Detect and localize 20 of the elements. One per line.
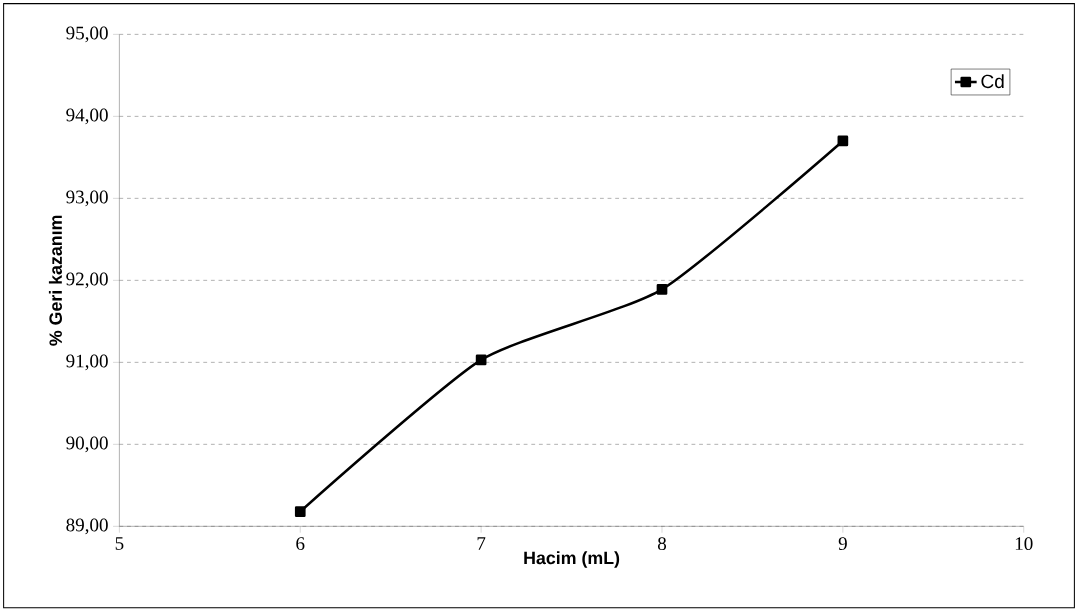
y-tick-label: 91,00 <box>66 354 108 370</box>
point <box>656 283 668 295</box>
x-tick-label: 7 <box>477 537 486 550</box>
point <box>837 135 849 147</box>
x-tick-label: 5 <box>115 537 124 550</box>
y-tick-label: 89,00 <box>66 518 108 534</box>
y-tick-label: 93,00 <box>66 190 108 206</box>
x-axis-title: Hacim (mL) <box>524 550 620 568</box>
y-tick-label: 95,00 <box>66 26 108 42</box>
y-tick-label: 90,00 <box>66 436 108 452</box>
y-axis-title: % Geri kazanım <box>48 215 62 346</box>
x-tick-label: 9 <box>838 537 847 550</box>
point <box>475 354 487 366</box>
x-tick-label: 8 <box>657 537 667 550</box>
point <box>294 506 306 517</box>
y-tick-label: 92,00 <box>66 272 108 288</box>
y-tick-label: 94,00 <box>66 108 108 124</box>
legend-label: Cd <box>981 73 1004 88</box>
x-tick-label: 10 <box>1015 537 1033 550</box>
x-tick-label: 6 <box>296 537 305 550</box>
